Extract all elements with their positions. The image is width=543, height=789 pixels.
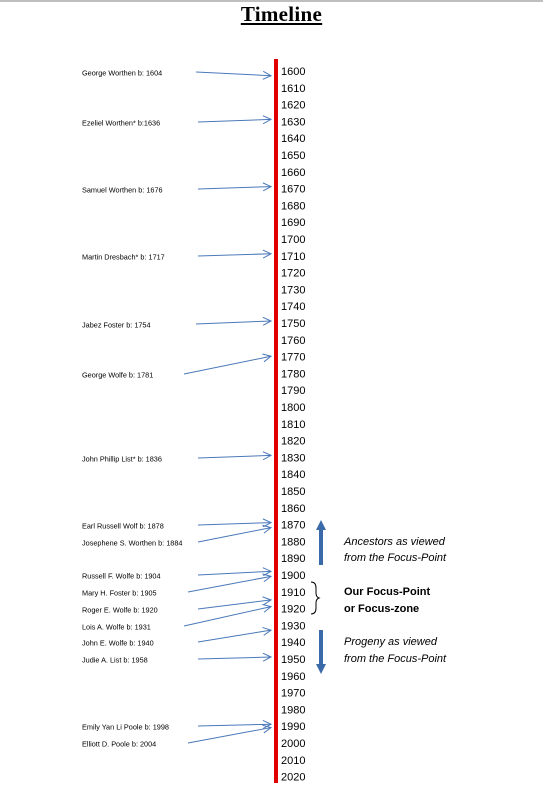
year-label-1890: 1890 <box>281 553 305 565</box>
year-label-1600: 1600 <box>281 66 305 78</box>
person-label: George Wolfe b: 1781 <box>82 371 153 380</box>
focus-note-line2: or Focus-zone <box>344 603 419 615</box>
year-label-1900: 1900 <box>281 570 305 582</box>
year-label-1810: 1810 <box>281 419 305 431</box>
year-label-1930: 1930 <box>281 620 305 632</box>
connector-arrow-icon <box>197 119 271 122</box>
person-label: Earl Russell Wolf b: 1878 <box>82 522 164 531</box>
person-label: Elliott D. Poole b: 2004 <box>82 740 156 749</box>
connector-arrow-icon <box>197 630 271 643</box>
ancestors-note: Ancestors as viewed from the Focus-Point <box>316 520 447 565</box>
year-label-1850: 1850 <box>281 486 305 498</box>
focus-bracket-icon <box>310 581 321 615</box>
year-label-1640: 1640 <box>281 133 305 145</box>
year-label-1790: 1790 <box>281 385 305 397</box>
person-label: Lois A. Wolfe b: 1931 <box>82 623 151 632</box>
person-label: Martin Dresbach* b: 1717 <box>82 253 165 262</box>
year-label-1990: 1990 <box>281 721 305 733</box>
year-label-1910: 1910 <box>281 587 305 599</box>
connector-arrow-icon <box>197 523 271 525</box>
year-label-1700: 1700 <box>281 234 305 246</box>
top-border-line <box>0 0 543 2</box>
year-label-1870: 1870 <box>281 520 305 532</box>
ancestors-note-line2: from the Focus-Point <box>344 552 447 564</box>
year-label-1840: 1840 <box>281 469 305 481</box>
person-label: Roger E. Wolfe b: 1920 <box>82 606 158 615</box>
year-label-1690: 1690 <box>281 217 305 229</box>
person-label: Emily Yan Li Poole b: 1998 <box>82 723 169 732</box>
ancestors-note-line1: Ancestors as viewed <box>343 536 446 548</box>
connector-arrow-icon <box>187 728 271 744</box>
year-label-1860: 1860 <box>281 503 305 515</box>
year-label-1980: 1980 <box>281 704 305 716</box>
connector-arrow-icon <box>197 600 271 610</box>
person-label: George Worthen b: 1604 <box>82 69 162 78</box>
progeny-note-line1: Progeny as viewed <box>344 636 438 648</box>
connector-arrow-icon <box>183 356 271 375</box>
year-label-1950: 1950 <box>281 654 305 666</box>
progeny-note: Progeny as viewed from the Focus-Point <box>316 630 447 674</box>
year-label-1760: 1760 <box>281 335 305 347</box>
year-label-1970: 1970 <box>281 688 305 700</box>
year-label-2020: 2020 <box>281 772 305 784</box>
people-list: George Worthen b: 1604 Ezeliel Worthen* b… <box>82 69 182 749</box>
year-label-1940: 1940 <box>281 637 305 649</box>
year-label-1920: 1920 <box>281 604 305 616</box>
year-label-1660: 1660 <box>281 167 305 179</box>
down-arrow-head-icon <box>316 664 326 674</box>
person-label: Josephene S. Worthen b: 1884 <box>82 539 182 548</box>
year-label-1630: 1630 <box>281 116 305 128</box>
connector-arrow-icon <box>197 657 271 659</box>
year-label-1820: 1820 <box>281 436 305 448</box>
year-label-1730: 1730 <box>281 284 305 296</box>
year-label-1610: 1610 <box>281 83 305 95</box>
year-label-1680: 1680 <box>281 200 305 212</box>
focus-note-line1: Our Focus-Point <box>344 586 431 598</box>
year-label-2000: 2000 <box>281 738 305 750</box>
year-label-1780: 1780 <box>281 368 305 380</box>
year-label-1740: 1740 <box>281 301 305 313</box>
person-label: John Phillip List* b: 1836 <box>82 455 162 464</box>
year-label-1770: 1770 <box>281 352 305 364</box>
person-label: Judie A. List b: 1958 <box>82 656 148 665</box>
connector-arrows <box>183 72 271 744</box>
year-label-1880: 1880 <box>281 536 305 548</box>
year-label-1800: 1800 <box>281 402 305 414</box>
year-label-1670: 1670 <box>281 184 305 196</box>
progeny-note-line2: from the Focus-Point <box>344 653 447 665</box>
connector-arrow-icon <box>197 571 271 575</box>
up-arrow-head-icon <box>316 520 326 530</box>
connector-arrow-icon <box>183 607 271 627</box>
year-label-1620: 1620 <box>281 100 305 112</box>
year-label-1710: 1710 <box>281 251 305 263</box>
connector-arrow-icon <box>197 254 271 256</box>
person-label: Ezeliel Worthen* b:1636 <box>82 119 160 128</box>
year-ticks: 1600 1610 1620 1630 1640 1650 1660 1670 1680 1690… <box>281 66 305 784</box>
focus-note: Our Focus-Point or Focus-zone <box>310 581 431 615</box>
connector-arrow-icon <box>195 321 271 324</box>
page-title: Timeline <box>240 2 323 26</box>
year-label-1720: 1720 <box>281 268 305 280</box>
person-label: John E. Wolfe b: 1940 <box>82 639 154 648</box>
person-label: Mary H. Foster b: 1905 <box>82 589 157 598</box>
person-label: Russell F. Wolfe b: 1904 <box>82 572 161 581</box>
year-label-1830: 1830 <box>281 452 305 464</box>
connector-arrow-icon <box>197 187 271 189</box>
connector-arrow-icon <box>197 528 271 543</box>
year-label-1750: 1750 <box>281 318 305 330</box>
year-label-1960: 1960 <box>281 671 305 683</box>
year-label-2010: 2010 <box>281 755 305 767</box>
year-label-1650: 1650 <box>281 150 305 162</box>
connector-arrow-icon <box>195 72 271 76</box>
connector-arrow-icon <box>187 576 271 593</box>
person-label: Jabez Foster b: 1754 <box>82 321 151 330</box>
person-label: Samuel Worthen b: 1676 <box>82 186 163 195</box>
connector-arrow-icon <box>197 724 271 726</box>
connector-arrow-icon <box>197 455 271 458</box>
